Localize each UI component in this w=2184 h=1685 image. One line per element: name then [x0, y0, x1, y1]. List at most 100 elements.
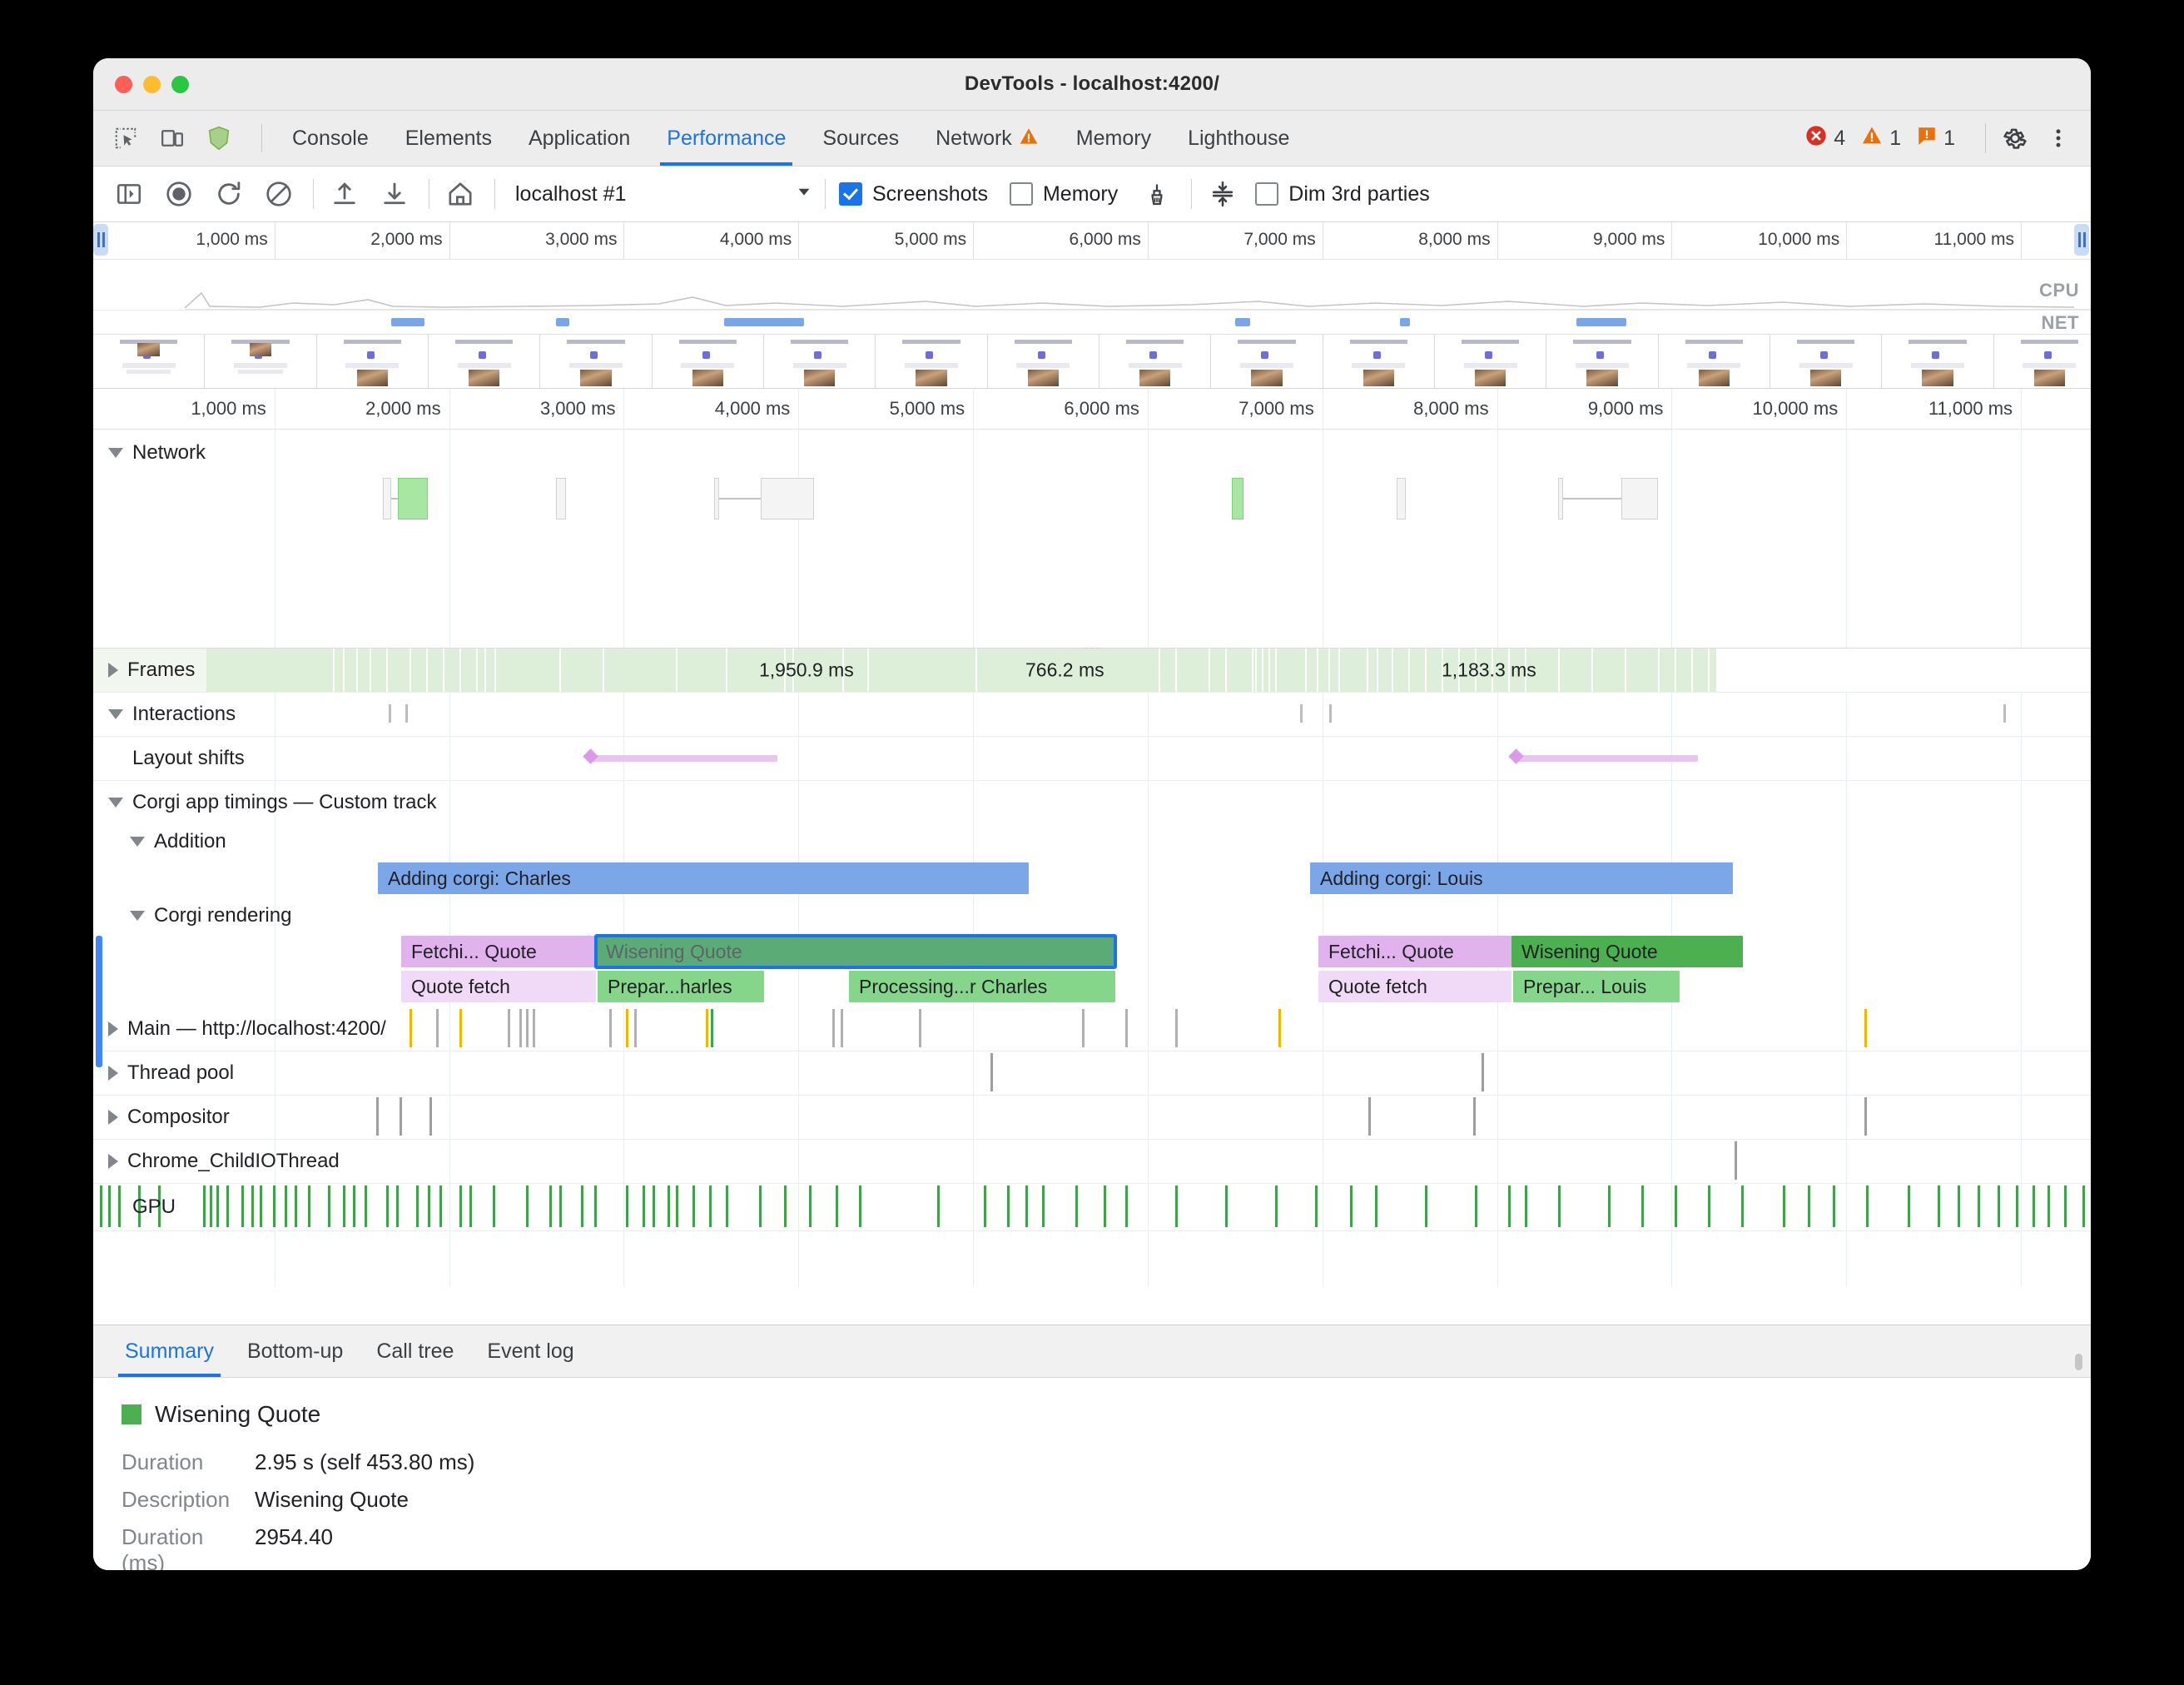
gpu-task[interactable]: [676, 1185, 678, 1227]
main-thread-script-task[interactable]: [706, 1009, 708, 1047]
corgi-rendering-level-2[interactable]: Quote fetch Prepar...harles Processing..…: [93, 969, 2091, 1007]
event-fetching-quote-louis[interactable]: Fetchi... Quote: [1318, 936, 1511, 967]
main-thread-task[interactable]: [436, 1009, 439, 1047]
minimize-button[interactable]: [143, 75, 161, 93]
gpu-task[interactable]: [1675, 1185, 1677, 1227]
network-request[interactable]: [714, 478, 822, 519]
gpu-task[interactable]: [1315, 1185, 1318, 1227]
track-frames-header[interactable]: Frames: [93, 649, 207, 692]
gpu-task[interactable]: [439, 1185, 442, 1227]
main-thread-task[interactable]: [1125, 1009, 1128, 1047]
gpu-task[interactable]: [549, 1185, 552, 1227]
track-corgi-rendering-header[interactable]: Corgi rendering: [93, 897, 291, 934]
gpu-task[interactable]: [1558, 1185, 1561, 1227]
gpu-task[interactable]: [216, 1185, 219, 1227]
filmstrip[interactable]: [93, 334, 2091, 388]
home-icon[interactable]: [443, 176, 478, 211]
compositor-activity[interactable]: [1473, 1097, 1476, 1136]
gpu-task[interactable]: [1958, 1185, 1960, 1227]
gpu-task[interactable]: [118, 1185, 121, 1227]
recording-selector[interactable]: localhost #1: [515, 182, 823, 206]
event-adding-corgi-charles[interactable]: Adding corgi: Charles: [378, 862, 1029, 894]
tab-bottom-up[interactable]: Bottom-up: [231, 1325, 360, 1377]
gpu-task[interactable]: [692, 1185, 695, 1227]
filmstrip-frame[interactable]: [1099, 335, 1212, 388]
gpu-task[interactable]: [1708, 1185, 1710, 1227]
main-thread-task[interactable]: [609, 1009, 612, 1047]
gpu-task[interactable]: [416, 1185, 419, 1227]
gpu-task[interactable]: [428, 1185, 430, 1227]
overview-left-handle[interactable]: [93, 224, 108, 256]
chevron-right-icon[interactable]: [108, 663, 118, 678]
tab-network[interactable]: Network: [917, 111, 1058, 166]
gpu-task[interactable]: [1833, 1185, 1835, 1227]
gpu-task[interactable]: [138, 1185, 141, 1227]
gpu-task[interactable]: [386, 1185, 389, 1227]
gpu-task[interactable]: [784, 1185, 787, 1227]
track-main-header[interactable]: Main — http://localhost:4200/: [93, 1007, 386, 1051]
gpu-task[interactable]: [1908, 1185, 1910, 1227]
gpu-task[interactable]: [2064, 1185, 2067, 1227]
event-quote-fetch-louis[interactable]: Quote fetch: [1318, 971, 1511, 1002]
event-adding-corgi-louis[interactable]: Adding corgi: Louis: [1310, 862, 1733, 894]
download-profile-icon[interactable]: [377, 176, 412, 211]
interaction-mark[interactable]: [1329, 704, 1332, 723]
filmstrip-frame[interactable]: [1323, 335, 1435, 388]
track-compositor-header[interactable]: Compositor: [93, 1096, 230, 1139]
tab-performance[interactable]: Performance: [648, 111, 804, 166]
gpu-task[interactable]: [158, 1185, 161, 1227]
network-request[interactable]: [1397, 478, 1422, 519]
chevron-down-icon[interactable]: [108, 798, 123, 808]
gpu-task[interactable]: [526, 1185, 529, 1227]
error-counter[interactable]: 4: [1804, 124, 1845, 153]
gpu-task[interactable]: [759, 1185, 762, 1227]
filmstrip-frame[interactable]: [1658, 335, 1770, 388]
gpu-task[interactable]: [1075, 1185, 1078, 1227]
tab-call-tree[interactable]: Call tree: [360, 1325, 470, 1377]
cpu-throttle-icon[interactable]: [1205, 176, 1240, 211]
gpu-task[interactable]: [1125, 1185, 1128, 1227]
gpu-task[interactable]: [1475, 1185, 1477, 1227]
gpu-task[interactable]: [285, 1185, 287, 1227]
main-thread-script-task[interactable]: [626, 1009, 628, 1047]
warning-counter[interactable]: 1: [1860, 124, 1901, 153]
gpu-task[interactable]: [260, 1185, 262, 1227]
gpu-task[interactable]: [709, 1185, 712, 1227]
tab-elements[interactable]: Elements: [387, 111, 510, 166]
gpu-task[interactable]: [1998, 1185, 2000, 1227]
tab-event-log[interactable]: Event log: [470, 1325, 590, 1377]
gpu-task[interactable]: [1350, 1185, 1353, 1227]
track-gpu[interactable]: GPU: [93, 1184, 2091, 1231]
filmstrip-frame[interactable]: [1993, 335, 2091, 388]
upload-profile-icon[interactable]: [327, 176, 362, 211]
main-thread-task[interactable]: [841, 1009, 843, 1047]
gpu-task[interactable]: [859, 1185, 861, 1227]
filmstrip-frame[interactable]: [205, 335, 317, 388]
maximize-button[interactable]: [171, 75, 189, 93]
gpu-task[interactable]: [365, 1185, 367, 1227]
filmstrip-frame[interactable]: [763, 335, 876, 388]
track-network[interactable]: Network: [93, 430, 2091, 649]
track-interactions-header[interactable]: Interactions: [93, 693, 236, 736]
filmstrip-frame[interactable]: [1211, 335, 1323, 388]
event-quote-fetch-charles[interactable]: Quote fetch: [401, 971, 596, 1002]
memory-checkbox[interactable]: Memory: [1009, 182, 1118, 206]
gpu-task[interactable]: [493, 1185, 495, 1227]
filmstrip-frame[interactable]: [987, 335, 1099, 388]
gpu-task[interactable]: [1025, 1185, 1028, 1227]
track-compositor[interactable]: Compositor: [93, 1096, 2091, 1140]
track-custom-group[interactable]: Corgi app timings — Custom track: [93, 781, 2091, 824]
gpu-task[interactable]: [668, 1185, 670, 1227]
filmstrip-frame[interactable]: [1434, 335, 1547, 388]
main-thread-task[interactable]: [1175, 1009, 1178, 1047]
network-request[interactable]: [549, 478, 574, 519]
main-thread-task[interactable]: [519, 1009, 522, 1047]
gpu-task[interactable]: [203, 1185, 206, 1227]
main-thread-script-task[interactable]: [1278, 1009, 1281, 1047]
gpu-task[interactable]: [2033, 1185, 2035, 1227]
gpu-task[interactable]: [1525, 1185, 1527, 1227]
gpu-task[interactable]: [581, 1185, 583, 1227]
compositor-activity[interactable]: [429, 1097, 432, 1136]
filmstrip-frame[interactable]: [93, 335, 206, 388]
gpu-task[interactable]: [643, 1185, 645, 1227]
